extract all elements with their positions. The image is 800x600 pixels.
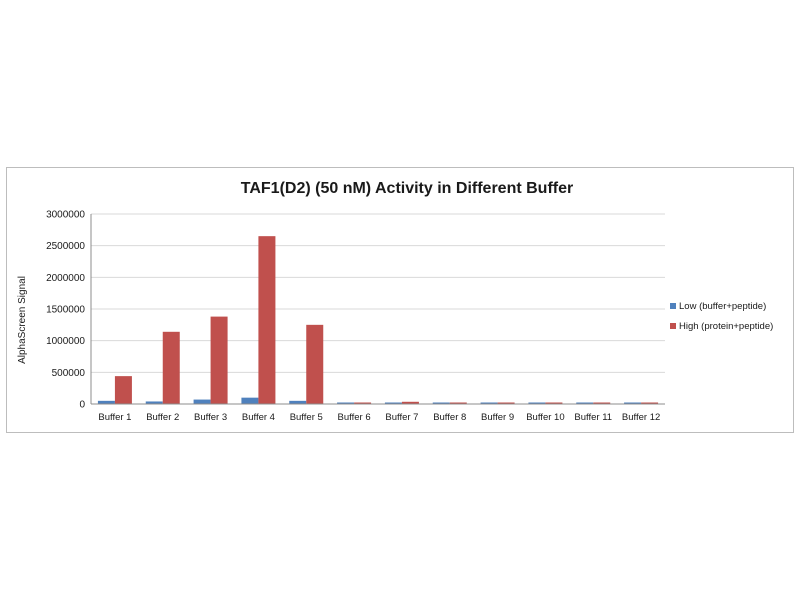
bar-high — [545, 402, 563, 404]
x-category-label: Buffer 6 — [338, 412, 371, 423]
bar-low — [624, 402, 642, 404]
legend-swatch — [670, 303, 676, 309]
y-tick-label: 1000000 — [46, 336, 85, 347]
chart-frame: TAF1(D2) (50 nM) Activity in Different B… — [6, 167, 794, 433]
chart-title: TAF1(D2) (50 nM) Activity in Different B… — [241, 180, 573, 197]
x-category-label: Buffer 7 — [385, 412, 418, 423]
axis-layer: 0 500000 1000000 1500000 2000000 2500000 30000… — [46, 210, 665, 423]
bar-low — [241, 397, 259, 404]
x-category-label: Buffer 4 — [242, 412, 275, 423]
x-category-label: Buffer 3 — [194, 412, 227, 423]
bar-low — [432, 402, 450, 404]
x-category-label: Buffer 9 — [481, 412, 514, 423]
bar-high — [162, 331, 180, 404]
y-tick-label: 1500000 — [46, 305, 85, 316]
x-category-label: Buffer 12 — [622, 412, 660, 423]
bar-low — [576, 402, 594, 404]
x-category-label: Buffer 5 — [290, 412, 323, 423]
bar-low — [480, 402, 498, 404]
grid-layer — [91, 213, 665, 373]
bar-high — [210, 316, 228, 404]
bar-high — [354, 402, 372, 404]
legend-swatch — [670, 323, 676, 329]
bar-low — [97, 400, 115, 404]
bar-high — [306, 324, 324, 404]
x-category-label: Buffer 2 — [146, 412, 179, 423]
y-tick-label: 2000000 — [46, 273, 85, 284]
bar-high — [593, 402, 611, 404]
bar-low — [193, 399, 211, 404]
legend-label: Low (buffer+peptide) — [679, 301, 766, 312]
y-axis-title: AlphaScreen Signal — [17, 276, 28, 364]
x-category-label: Buffer 1 — [98, 412, 131, 423]
bars-layer — [97, 236, 659, 404]
x-category-label: Buffer 10 — [526, 412, 564, 423]
y-tick-label: 2500000 — [46, 241, 85, 252]
bar-low — [289, 400, 307, 404]
x-category-label: Buffer 11 — [574, 412, 612, 423]
bar-low — [528, 402, 546, 404]
bar-chart: TAF1(D2) (50 nM) Activity in Different B… — [17, 180, 773, 423]
legend-label: High (protein+peptide) — [679, 321, 773, 332]
bar-high — [641, 402, 659, 404]
y-tick-label: 0 — [79, 400, 85, 411]
bar-low — [145, 401, 163, 404]
bar-high — [114, 376, 132, 404]
bar-high — [449, 402, 467, 404]
bar-low — [337, 402, 355, 404]
x-category-label: Buffer 8 — [433, 412, 466, 423]
legend: Low (buffer+peptide) High (protein+peptid… — [670, 301, 773, 332]
bar-high — [497, 402, 515, 404]
y-tick-label: 500000 — [52, 368, 86, 379]
bar-high — [258, 236, 276, 404]
bar-high — [401, 401, 419, 404]
y-tick-label: 3000000 — [46, 210, 85, 221]
bar-low — [384, 402, 402, 404]
